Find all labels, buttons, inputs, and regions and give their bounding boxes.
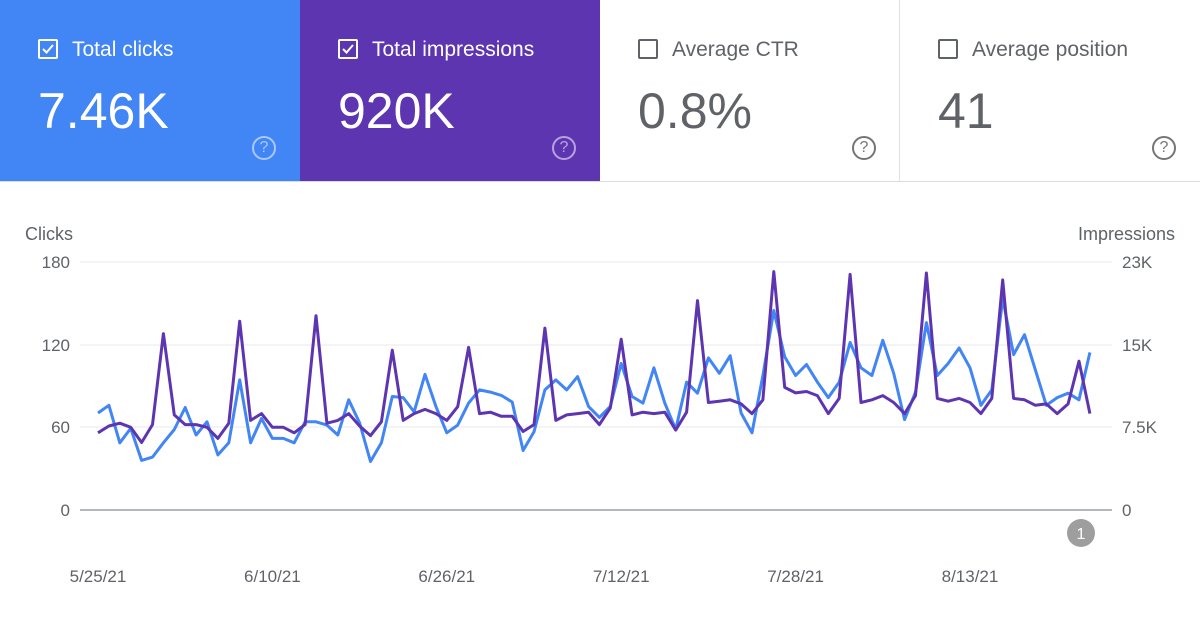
right-tick-label: 7.5K xyxy=(1122,418,1158,437)
x-tick-label: 6/10/21 xyxy=(244,567,301,586)
left-tick-label: 60 xyxy=(51,418,70,437)
checkbox-checked-icon[interactable] xyxy=(38,39,58,59)
left-tick-label: 180 xyxy=(42,253,70,272)
help-icon[interactable]: ? xyxy=(252,136,276,160)
card-total-impressions[interactable]: Total impressions 920K ? xyxy=(300,0,600,181)
card-label: Average position xyxy=(972,38,1129,61)
left-axis-title: Clicks xyxy=(25,224,73,244)
x-tick-label: 8/13/21 xyxy=(942,567,999,586)
x-tick-label: 7/12/21 xyxy=(593,567,650,586)
right-axis-title: Impressions xyxy=(1077,224,1175,244)
x-tick-label: 5/25/21 xyxy=(70,567,127,586)
right-tick-label: 15K xyxy=(1122,336,1153,355)
card-average-position[interactable]: Average position 41 ? xyxy=(900,0,1200,181)
card-value: 920K xyxy=(338,83,455,139)
help-icon[interactable]: ? xyxy=(552,136,576,160)
checkbox-unchecked-icon[interactable] xyxy=(938,39,958,59)
x-tick-label: 6/26/21 xyxy=(418,567,475,586)
x-tick-label: 7/28/21 xyxy=(767,567,824,586)
checkbox-checked-icon[interactable] xyxy=(338,39,358,59)
card-label: Total clicks xyxy=(72,38,174,61)
help-icon[interactable]: ? xyxy=(1152,136,1176,160)
card-total-clicks[interactable]: Total clicks 7.46K ? xyxy=(0,0,300,181)
card-value: 0.8% xyxy=(638,83,752,139)
left-tick-label: 120 xyxy=(42,336,70,355)
metric-cards: Total clicks 7.46K ? Total impressions 9… xyxy=(0,0,1200,182)
right-tick-label: 23K xyxy=(1122,253,1153,272)
series-line-impressions xyxy=(97,296,1092,463)
annotation-badge-label: 1 xyxy=(1077,526,1086,543)
card-label: Average CTR xyxy=(672,38,799,61)
checkbox-unchecked-icon[interactable] xyxy=(638,39,658,59)
card-label: Total impressions xyxy=(372,38,535,61)
help-icon[interactable]: ? xyxy=(852,136,876,160)
right-tick-label: 0 xyxy=(1122,501,1131,520)
left-tick-label: 0 xyxy=(61,501,70,520)
card-value: 7.46K xyxy=(38,83,169,139)
annotation-badge[interactable] xyxy=(1067,519,1095,547)
card-value: 41 xyxy=(938,83,994,139)
card-average-ctr[interactable]: Average CTR 0.8% ? xyxy=(600,0,900,181)
series-line-clicks xyxy=(97,270,1092,444)
